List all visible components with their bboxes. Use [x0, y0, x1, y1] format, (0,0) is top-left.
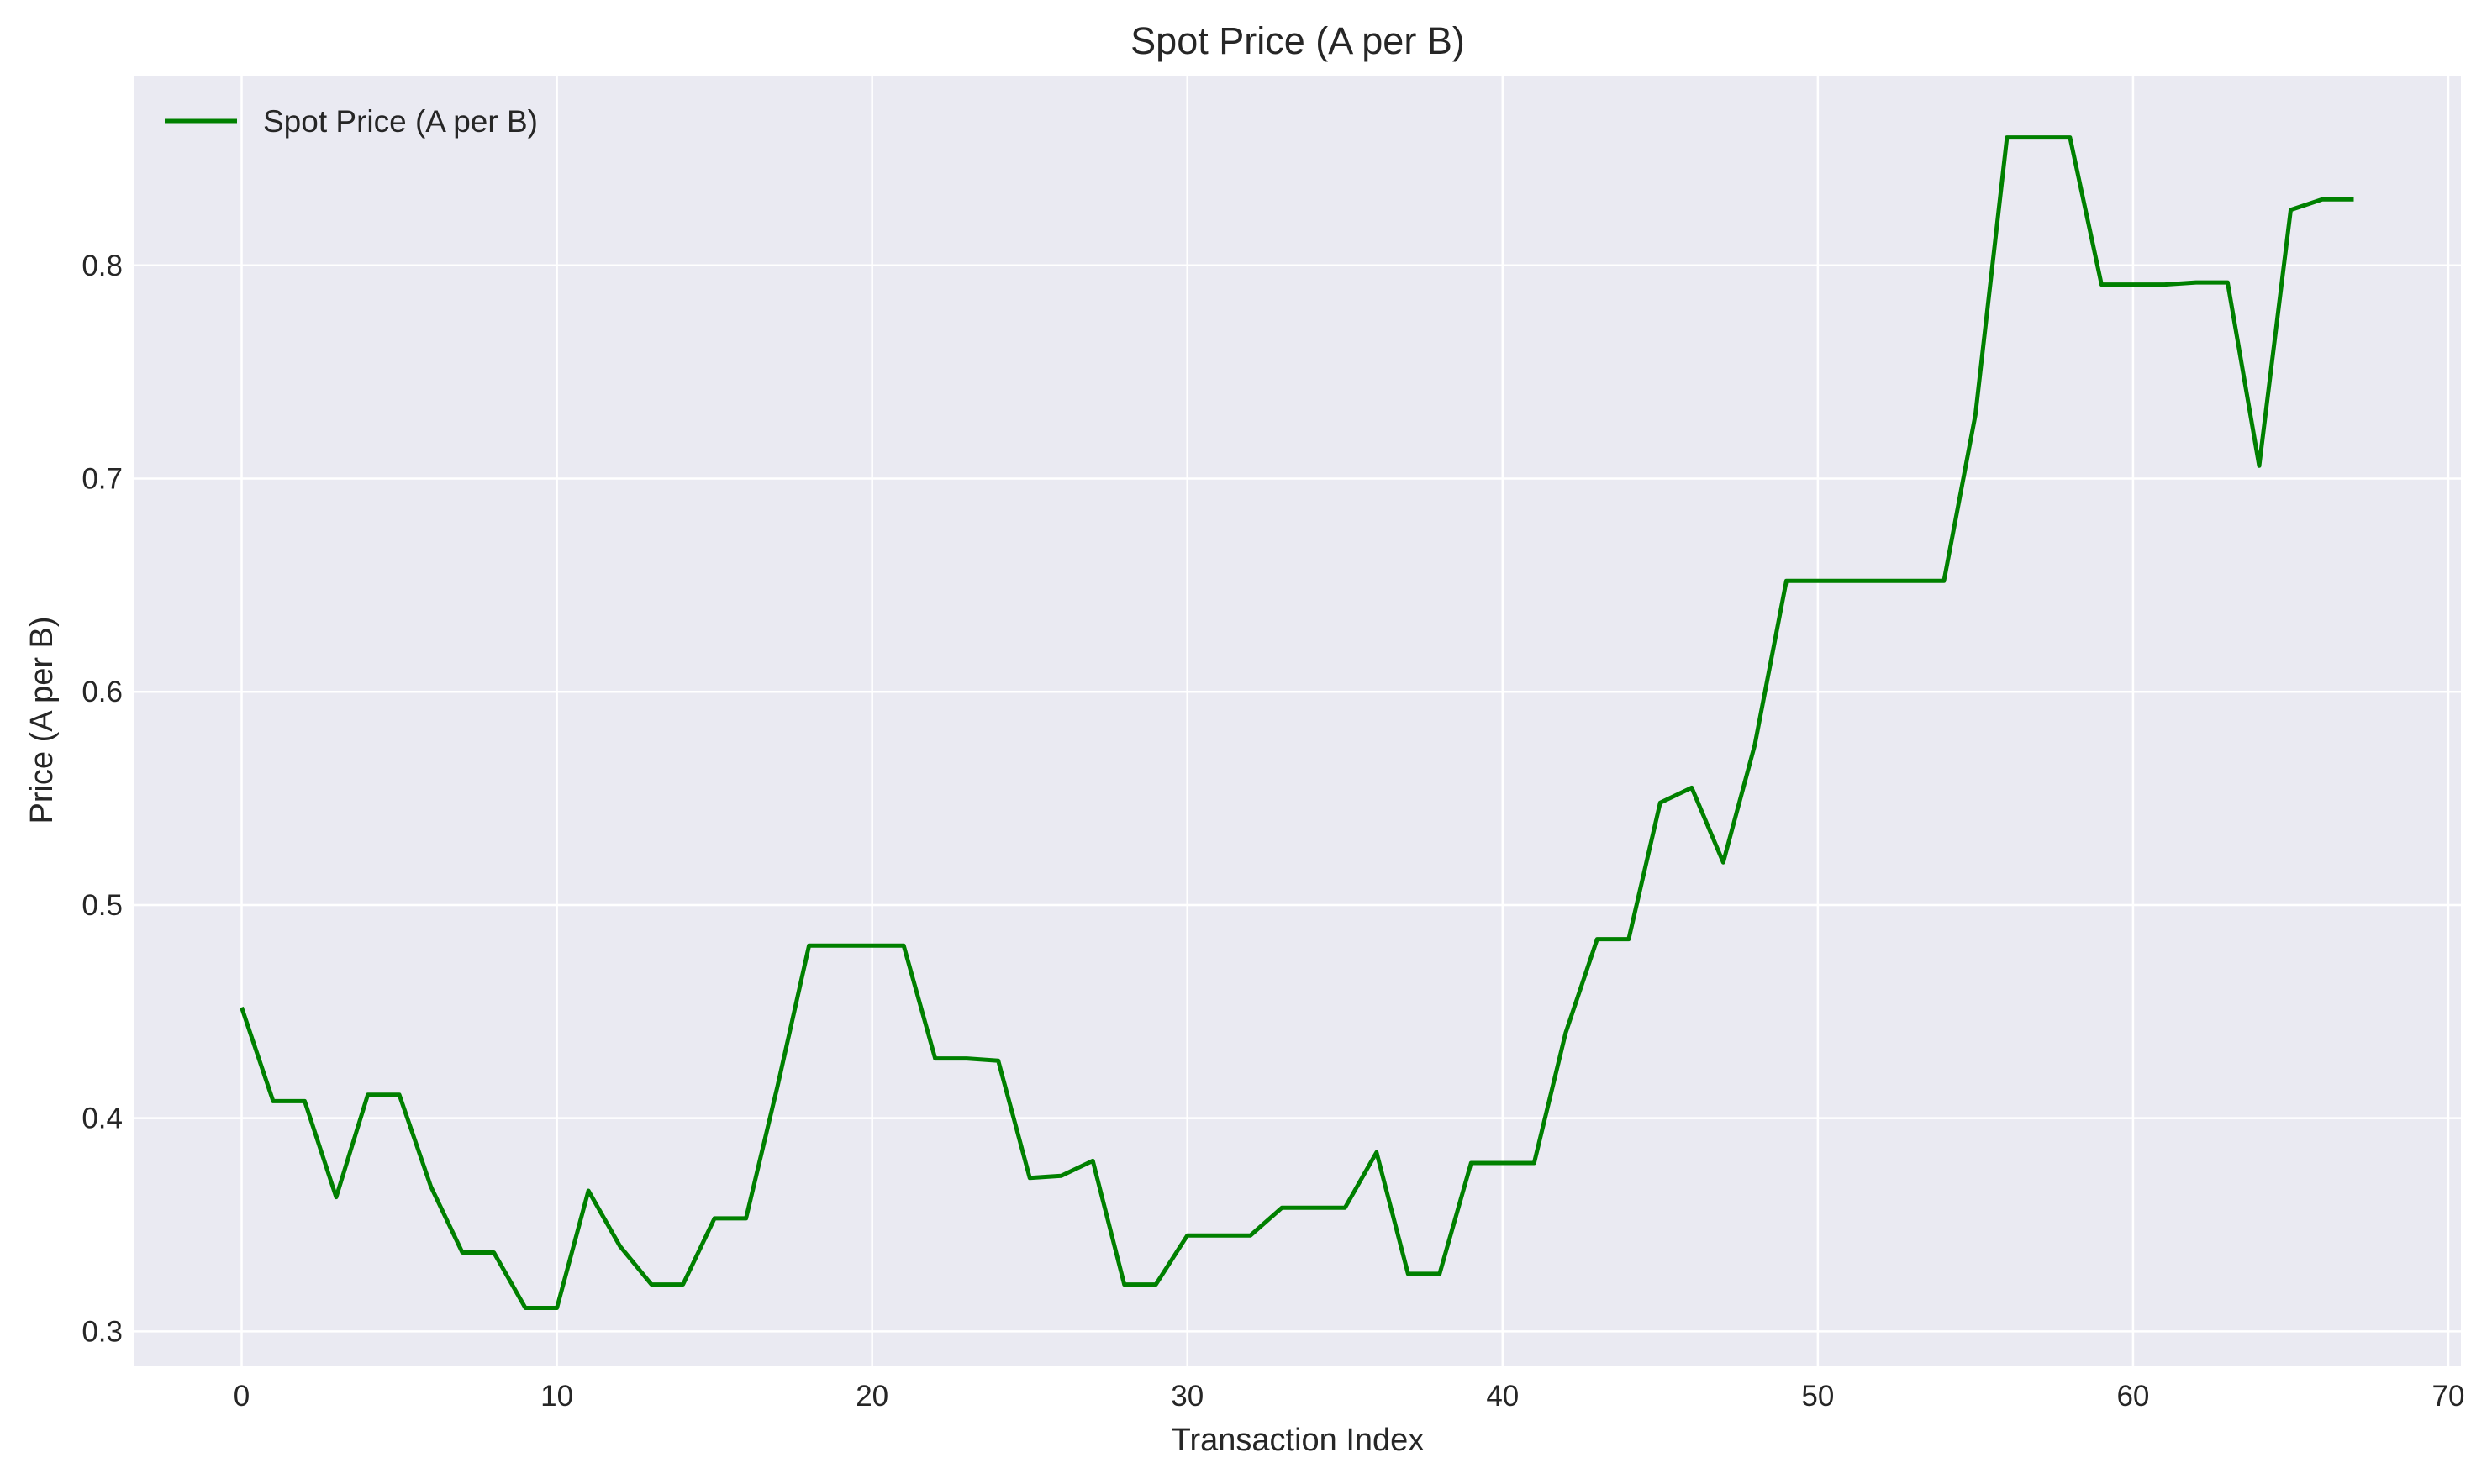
x-tick-label: 0 — [234, 1380, 250, 1413]
x-tick-label: 40 — [1486, 1380, 1519, 1413]
grid-lines — [134, 76, 2461, 1366]
y-tick-label: 0.8 — [82, 250, 123, 282]
legend: Spot Price (A per B) — [165, 104, 538, 139]
x-tick-label: 10 — [540, 1380, 573, 1413]
plot-background — [134, 76, 2461, 1366]
x-tick-label: 70 — [2432, 1380, 2465, 1413]
x-tick-label: 60 — [2116, 1380, 2149, 1413]
legend-label: Spot Price (A per B) — [263, 104, 538, 139]
x-tick-label: 30 — [1171, 1380, 1204, 1413]
tick-labels: 0 10 20 30 40 50 60 70 0.3 0.4 0.5 0.6 0.7 0.8 — [82, 250, 2464, 1413]
y-tick-label: 0.7 — [82, 463, 123, 496]
y-tick-label: 0.3 — [82, 1315, 123, 1348]
y-tick-label: 0.6 — [82, 676, 123, 708]
chart-title: Spot Price (A per B) — [1130, 19, 1465, 62]
x-tick-label: 20 — [856, 1380, 888, 1413]
x-tick-label: 50 — [1801, 1380, 1834, 1413]
spot-price-series-line — [240, 135, 2354, 1310]
series-layer — [240, 135, 2354, 1310]
y-tick-label: 0.4 — [82, 1102, 123, 1135]
y-tick-label: 0.5 — [82, 889, 123, 922]
x-axis-label: Transaction Index — [1172, 1423, 1425, 1458]
y-axis-label: Price (A per B) — [24, 616, 60, 824]
